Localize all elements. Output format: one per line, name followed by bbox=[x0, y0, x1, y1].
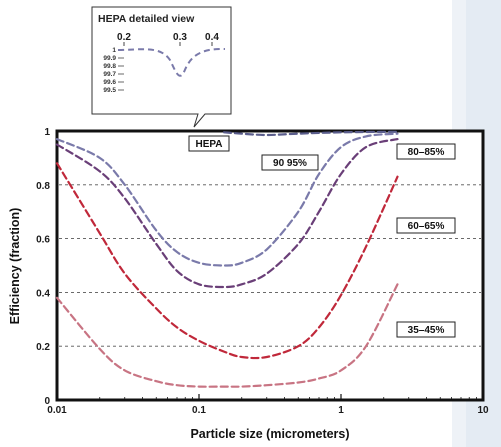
inset-callout: HEPA detailed view 0.2 0.3 0.4 199.999.899… bbox=[91, 6, 232, 128]
inset-y-tick-label: 99.9 bbox=[103, 55, 116, 62]
inset-hepa-curve bbox=[117, 47, 226, 77]
series-label-box bbox=[396, 217, 456, 234]
y-tick-label: 0 bbox=[44, 396, 50, 407]
inset-y-tick-label: 1 bbox=[112, 47, 116, 54]
y-tick-label: 1 bbox=[44, 127, 50, 138]
series-line-3 bbox=[55, 162, 399, 360]
y-tick-label: 0.8 bbox=[36, 181, 50, 192]
series-line-0 bbox=[222, 130, 399, 137]
x-tick-label: 0.01 bbox=[47, 405, 67, 416]
series-label: 60–65% bbox=[408, 221, 445, 232]
y-tick-label: 0.6 bbox=[36, 235, 50, 246]
inset-title: HEPA detailed view bbox=[98, 13, 195, 25]
series-label: 35–45% bbox=[408, 325, 445, 336]
series-labels: HEPA 90 95% 80–85% 60–65% 35–45% bbox=[188, 135, 456, 338]
series-label-box bbox=[396, 143, 456, 160]
y-ticks: 0 0.2 0.4 0.6 0.8 1 bbox=[36, 127, 50, 407]
inset-box bbox=[91, 6, 232, 128]
inset-x-ticks: 0.2 0.3 0.4 bbox=[117, 32, 219, 46]
x-axis-title: Particle size (micrometers) bbox=[190, 427, 349, 441]
series-label-box bbox=[188, 135, 230, 152]
series-label: 80–85% bbox=[408, 147, 445, 158]
x-ticks: 0.01 0.1 1 10 bbox=[47, 394, 489, 416]
inset-x-tick-label: 0.3 bbox=[173, 32, 187, 43]
series-layer bbox=[55, 130, 399, 388]
x-tick-label: 10 bbox=[477, 405, 489, 416]
series-label: 90 95% bbox=[273, 158, 307, 169]
plot-frame bbox=[55, 129, 485, 402]
series-line-4 bbox=[55, 283, 399, 388]
inset-y-tick-label: 99.8 bbox=[103, 63, 116, 70]
x-tick-label: 1 bbox=[338, 405, 344, 416]
y-tick-label: 0.4 bbox=[36, 288, 50, 299]
series-label: HEPA bbox=[195, 139, 222, 150]
grid bbox=[59, 184, 481, 347]
inset-x-tick-label: 0.2 bbox=[117, 32, 131, 43]
inset-y-tick-label: 99.7 bbox=[103, 71, 116, 78]
series-label-box bbox=[396, 321, 456, 338]
inset-y-ticks: 199.999.899.799.699.5 bbox=[103, 47, 124, 94]
series-line-2 bbox=[55, 138, 399, 289]
y-tick-label: 0.2 bbox=[36, 342, 50, 353]
inset-x-tick-label: 0.4 bbox=[205, 32, 219, 43]
x-tick-label: 0.1 bbox=[192, 405, 206, 416]
series-label-box bbox=[261, 154, 319, 171]
inset-y-tick-label: 99.5 bbox=[103, 87, 116, 94]
inset-y-tick-label: 99.6 bbox=[103, 79, 116, 86]
series-line-1 bbox=[55, 132, 399, 267]
y-axis-title: Efficiency (fraction) bbox=[8, 208, 22, 325]
